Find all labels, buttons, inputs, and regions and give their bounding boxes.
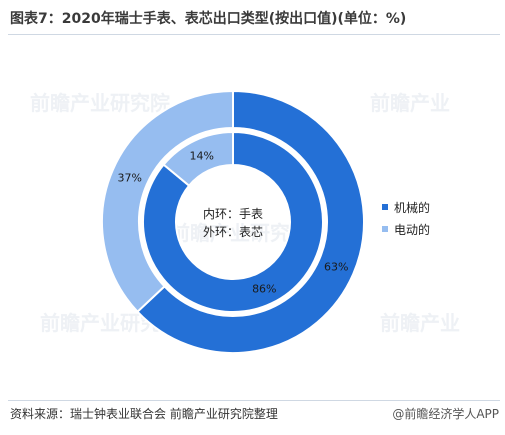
- slice-label-inner-electric: 14%: [189, 149, 213, 162]
- legend-swatch-mechanical: [382, 204, 388, 210]
- legend-item-electric: 电动的: [382, 218, 430, 240]
- legend-swatch-electric: [382, 226, 388, 232]
- footer-divider: [8, 400, 500, 401]
- slice-label-outer-electric: 37%: [118, 171, 142, 184]
- legend: 机械的 电动的: [382, 196, 430, 240]
- title-divider: [8, 34, 500, 35]
- slice-label-outer-mechanical: 63%: [324, 261, 348, 274]
- center-label-outer: 外环：表芯: [203, 225, 263, 239]
- chart-title: 图表7：2020年瑞士手表、表芯出口类型(按出口值)(单位：%): [10, 11, 407, 27]
- legend-item-mechanical: 机械的: [382, 196, 430, 218]
- slice-label-inner-mechanical: 86%: [252, 283, 276, 296]
- legend-label-electric: 电动的: [394, 222, 431, 237]
- legend-label-mechanical: 机械的: [394, 200, 431, 215]
- slice-outer-mechanical: [136, 89, 365, 354]
- slice-inner-electric: [162, 130, 234, 188]
- brand-credit: @前瞻经济学人APP: [392, 407, 499, 421]
- watermark: 前瞻产业: [380, 311, 460, 335]
- watermark: 前瞻产业研究院: [30, 91, 170, 115]
- slice-inner-mechanical: [142, 130, 324, 313]
- source-note: 资料来源：瑞士钟表业联合会 前瞻产业研究院整理: [10, 407, 278, 421]
- center-label-inner: 内环：手表: [203, 207, 263, 221]
- slice-labels: 86% 14% 63% 37%: [118, 149, 349, 295]
- rings: [101, 89, 365, 354]
- slice-outer-electric: [101, 89, 234, 314]
- watermark: 前瞻产业: [370, 91, 450, 115]
